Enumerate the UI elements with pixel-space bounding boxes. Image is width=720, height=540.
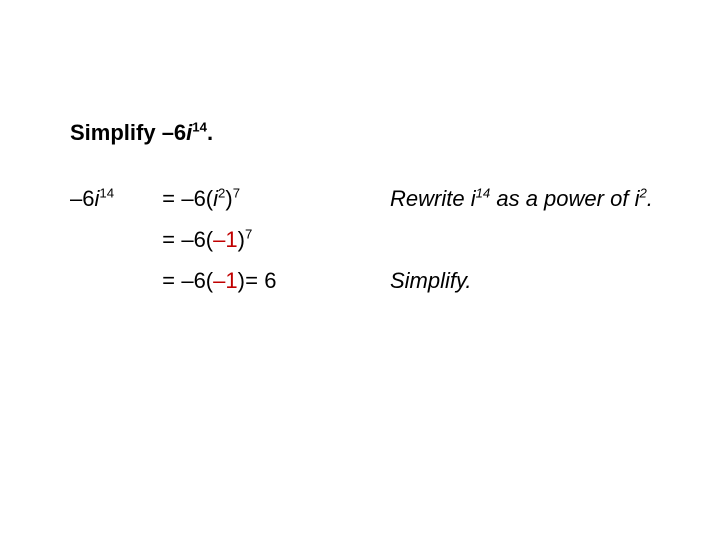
step2-neg1: –1 (213, 227, 237, 252)
exp-post: . (647, 186, 653, 211)
title-coef: –6 (162, 120, 186, 145)
exp-mid: as a power of (490, 186, 634, 211)
step3-neg1: –1 (213, 268, 237, 293)
equals-sign: = (162, 188, 175, 213)
step-3: = –6(–1) = 6 Simplify. (70, 268, 660, 295)
step1-close: ) (225, 186, 232, 211)
step3-explain: Simplify. (390, 268, 472, 294)
step2-exp: 7 (245, 227, 252, 242)
problem-title: Simplify –6i14. (70, 120, 660, 146)
step1-lhs-coef: –6 (70, 186, 94, 211)
step1-rhs-pre: –6( (181, 186, 213, 211)
step2-rhs: –6(–1)7 (181, 227, 252, 253)
equals-sign: = (162, 270, 175, 295)
step1-outer-exp: 7 (233, 186, 240, 201)
step2-close: ) (238, 227, 245, 252)
step-2: = –6(–1)7 (70, 227, 660, 254)
step1-explain: Rewrite i14 as a power of i2. (390, 186, 653, 212)
step3-pre: –6( (181, 268, 213, 293)
step-1: –6i14 = –6(i2)7 Rewrite i14 as a power o… (70, 186, 660, 213)
step2-pre: –6( (181, 227, 213, 252)
step1-lhs: –6i14 (70, 186, 162, 212)
title-exp: 14 (192, 120, 207, 135)
title-pre: Simplify (70, 120, 162, 145)
exp-sup: 14 (476, 186, 491, 201)
step3-result: 6 (264, 268, 276, 294)
exp-sup2: 2 (639, 186, 646, 201)
title-post: . (207, 120, 213, 145)
equals-sign: = (245, 270, 258, 295)
step3-close: ) (238, 268, 245, 293)
step3-rhs: –6(–1) (181, 268, 245, 294)
equals-sign: = (162, 229, 175, 254)
step1-lhs-exp: 14 (99, 186, 114, 201)
step1-rhs: –6(i2)7 (181, 186, 240, 212)
exp-pre: Rewrite (390, 186, 471, 211)
